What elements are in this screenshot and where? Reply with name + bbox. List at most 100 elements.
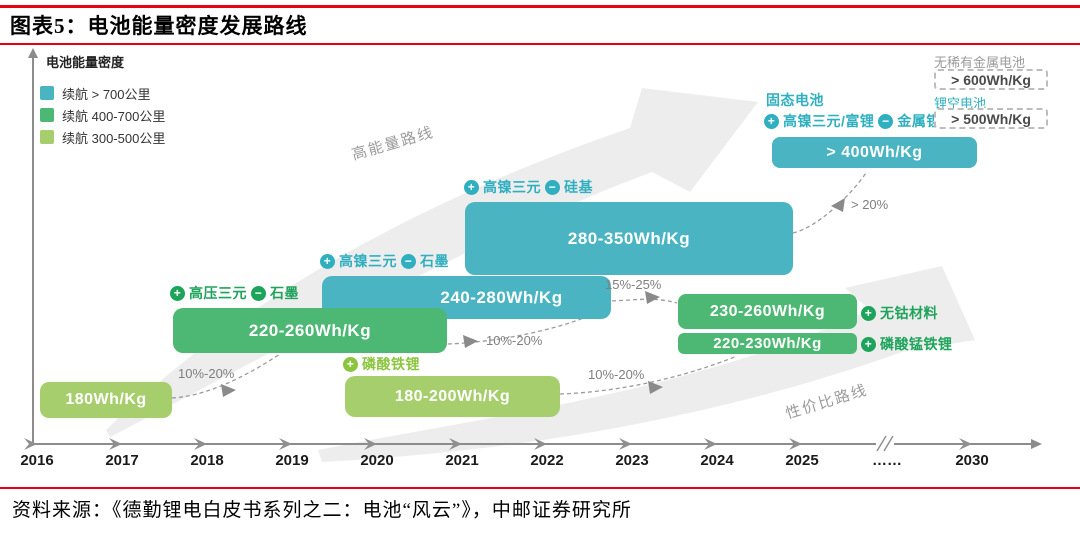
improvement-label: 10%-20% bbox=[486, 333, 543, 348]
density-box-220-230: 220-230Wh/Kg bbox=[678, 333, 857, 354]
plus-icon: + bbox=[464, 179, 479, 195]
plus-icon: + bbox=[861, 305, 876, 321]
material-row-280: + 高镍三元 − 硅基 bbox=[464, 177, 593, 197]
legend-label: 续航 > 700公里 bbox=[62, 86, 151, 102]
improvement-label: 10%-20% bbox=[178, 366, 235, 381]
connector-280350-to-400 bbox=[792, 172, 867, 234]
solid-state-title: 固态电池 bbox=[766, 92, 824, 108]
arrowhead-icon bbox=[648, 381, 663, 394]
density-box-180-200: 180-200Wh/Kg bbox=[345, 376, 560, 417]
cost-route-arrow bbox=[318, 266, 975, 462]
year-label: 2018 bbox=[190, 452, 224, 469]
year-label: 2020 bbox=[360, 452, 394, 469]
legend: 续航 > 700公里 续航 400-700公里 续航 300-500公里 bbox=[40, 86, 166, 146]
connector-180-to-220 bbox=[171, 353, 281, 399]
minus-icon: − bbox=[251, 285, 266, 301]
material-remove: 硅基 bbox=[564, 179, 593, 195]
figure-title: 图表5：电池能量密度发展路线 bbox=[10, 14, 308, 38]
li-air-label: 锂空电池 bbox=[934, 96, 987, 111]
improvement-label: 15%-25% bbox=[605, 277, 662, 292]
material-row-solid-state: + 高镍三元/富锂 − 金属锂 bbox=[764, 111, 941, 131]
year-label: 2016 bbox=[20, 452, 54, 469]
chevron-icon bbox=[24, 438, 37, 450]
material-row-180: + 磷酸铁锂 bbox=[343, 354, 420, 374]
chevron-icon bbox=[534, 438, 547, 450]
chevron-icon bbox=[959, 438, 972, 450]
timeline-chevrons bbox=[24, 438, 972, 450]
minus-icon: − bbox=[545, 179, 560, 195]
rare-metal-free-label: 无稀有金属电池 bbox=[934, 55, 1026, 70]
chevron-icon bbox=[704, 438, 717, 450]
improvement-label: 10%-20% bbox=[588, 367, 645, 382]
density-box-220-260: 220-260Wh/Kg bbox=[173, 308, 447, 353]
arrowhead-icon bbox=[831, 198, 845, 212]
arrowhead-icon bbox=[645, 291, 660, 304]
legend-label: 续航 400-700公里 bbox=[62, 108, 166, 124]
density-box-180: 180Wh/Kg bbox=[40, 382, 172, 418]
material-add: 无钴材料 bbox=[880, 305, 938, 321]
year-label: 2022 bbox=[530, 452, 564, 469]
axis-break bbox=[876, 435, 894, 453]
y-axis-label: 电池能量密度 bbox=[46, 55, 125, 70]
year-label: 2030 bbox=[955, 452, 989, 469]
legend-label: 续航 300-500公里 bbox=[62, 130, 166, 146]
legend-swatch-light-green bbox=[40, 130, 54, 144]
year-label: 2021 bbox=[445, 452, 479, 469]
material-remove: 石墨 bbox=[270, 285, 299, 301]
density-box-280-350: 280-350Wh/Kg bbox=[465, 202, 793, 275]
chevron-icon bbox=[619, 438, 632, 450]
material-remove: 石墨 bbox=[420, 253, 449, 269]
arrowhead-icon bbox=[221, 384, 236, 397]
material-row-220: + 高压三元 − 石墨 bbox=[170, 283, 299, 303]
material-add: 高压三元 bbox=[189, 285, 247, 301]
connector-180200-to-220230 bbox=[559, 355, 738, 395]
material-add: 磷酸锰铁锂 bbox=[880, 336, 953, 352]
material-add: 磷酸铁锂 bbox=[362, 356, 420, 372]
plus-icon: + bbox=[861, 336, 876, 352]
legend-item: 续航 300-500公里 bbox=[40, 130, 166, 146]
rare-metal-free-value: > 600Wh/Kg bbox=[934, 69, 1048, 90]
improvement-label: > 20% bbox=[851, 197, 889, 212]
chevron-icon bbox=[194, 438, 207, 450]
year-label: 2023 bbox=[615, 452, 649, 469]
source-text: 资料来源：《德勤锂电白皮书系列之二：电池“风云”》，中邮证券研究所 bbox=[12, 500, 632, 521]
year-label: 2019 bbox=[275, 452, 309, 469]
top-red-rule bbox=[0, 5, 1080, 8]
material-row-cobalt-free: + 无钴材料 bbox=[861, 303, 938, 323]
chevron-icon bbox=[109, 438, 122, 450]
year-label: 2017 bbox=[105, 452, 139, 469]
legend-item: 续航 > 700公里 bbox=[40, 86, 165, 102]
title-red-rule bbox=[0, 43, 1080, 45]
material-add: 高镍三元 bbox=[339, 253, 397, 269]
chevron-icon bbox=[449, 438, 462, 450]
density-box-230-260: 230-260Wh/Kg bbox=[678, 294, 857, 329]
material-row-lmfp: + 磷酸锰铁锂 bbox=[861, 334, 953, 354]
legend-swatch-teal bbox=[40, 86, 54, 100]
material-row-240: + 高镍三元 − 石墨 bbox=[320, 251, 449, 271]
minus-icon: − bbox=[401, 253, 416, 269]
li-air-value: > 500Wh/Kg bbox=[934, 108, 1048, 129]
material-add: 高镍三元 bbox=[483, 179, 541, 195]
year-label: 2024 bbox=[700, 452, 734, 469]
y-axis bbox=[28, 48, 38, 444]
arrowhead-icon bbox=[463, 335, 478, 348]
legend-item: 续航 400-700公里 bbox=[40, 108, 166, 124]
year-ellipsis-label: …… bbox=[872, 452, 902, 469]
plus-icon: + bbox=[343, 356, 358, 372]
material-remove: 金属锂 bbox=[897, 113, 941, 129]
chevron-icon bbox=[364, 438, 377, 450]
year-label: 2025 bbox=[785, 452, 819, 469]
legend-swatch-green bbox=[40, 108, 54, 122]
density-box-400: > 400Wh/Kg bbox=[772, 137, 977, 168]
material-add: 高镍三元/富锂 bbox=[783, 113, 875, 129]
chevron-icon bbox=[279, 438, 292, 450]
chevron-icon bbox=[789, 438, 802, 450]
plus-icon: + bbox=[764, 113, 779, 129]
plus-icon: + bbox=[170, 285, 185, 301]
connector-240-to-230 bbox=[604, 298, 678, 304]
x-axis bbox=[30, 439, 1042, 449]
bottom-red-rule bbox=[0, 487, 1080, 489]
minus-icon: − bbox=[878, 113, 894, 129]
plus-icon: + bbox=[320, 253, 335, 269]
